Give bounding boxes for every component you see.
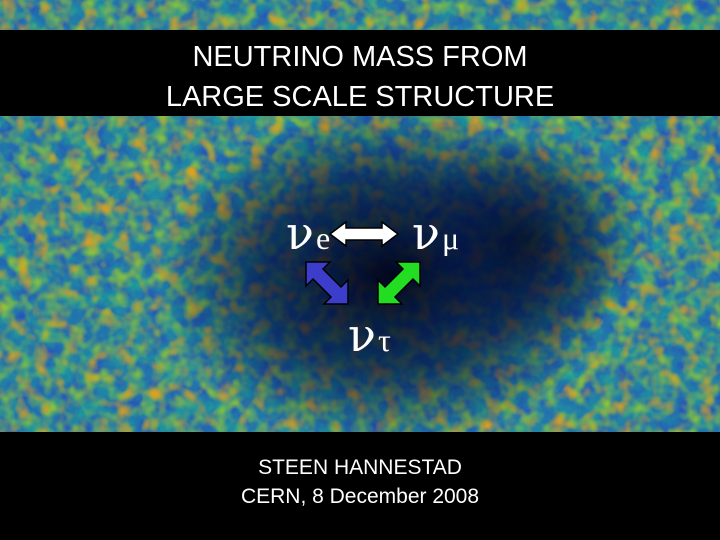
electron-neutrino-label: νe [286,208,330,263]
mu-tau-double-arrow [377,261,421,305]
e-mu-double-arrow [328,220,400,248]
e-tau-double-arrow [305,261,349,305]
author-name: STEEN HANNESTAD [258,456,462,479]
nu-symbol: ν [412,206,440,260]
nu-symbol: ν [348,308,376,362]
muon-neutrino-label: νμ [412,208,459,263]
tau-subscript: τ [377,322,391,358]
slide-title-line-2: LARGE SCALE STRUCTURE [165,81,555,113]
muon-subscript: μ [441,220,460,256]
electron-subscript: e [315,220,331,256]
slide-title-line-1: NEUTRINO MASS FROM [192,41,528,73]
venue-date: CERN, 8 December 2008 [240,485,480,508]
nu-symbol: ν [286,206,314,260]
footer-banner [0,432,720,540]
tau-neutrino-label: ντ [348,310,391,365]
title-banner [0,30,720,116]
